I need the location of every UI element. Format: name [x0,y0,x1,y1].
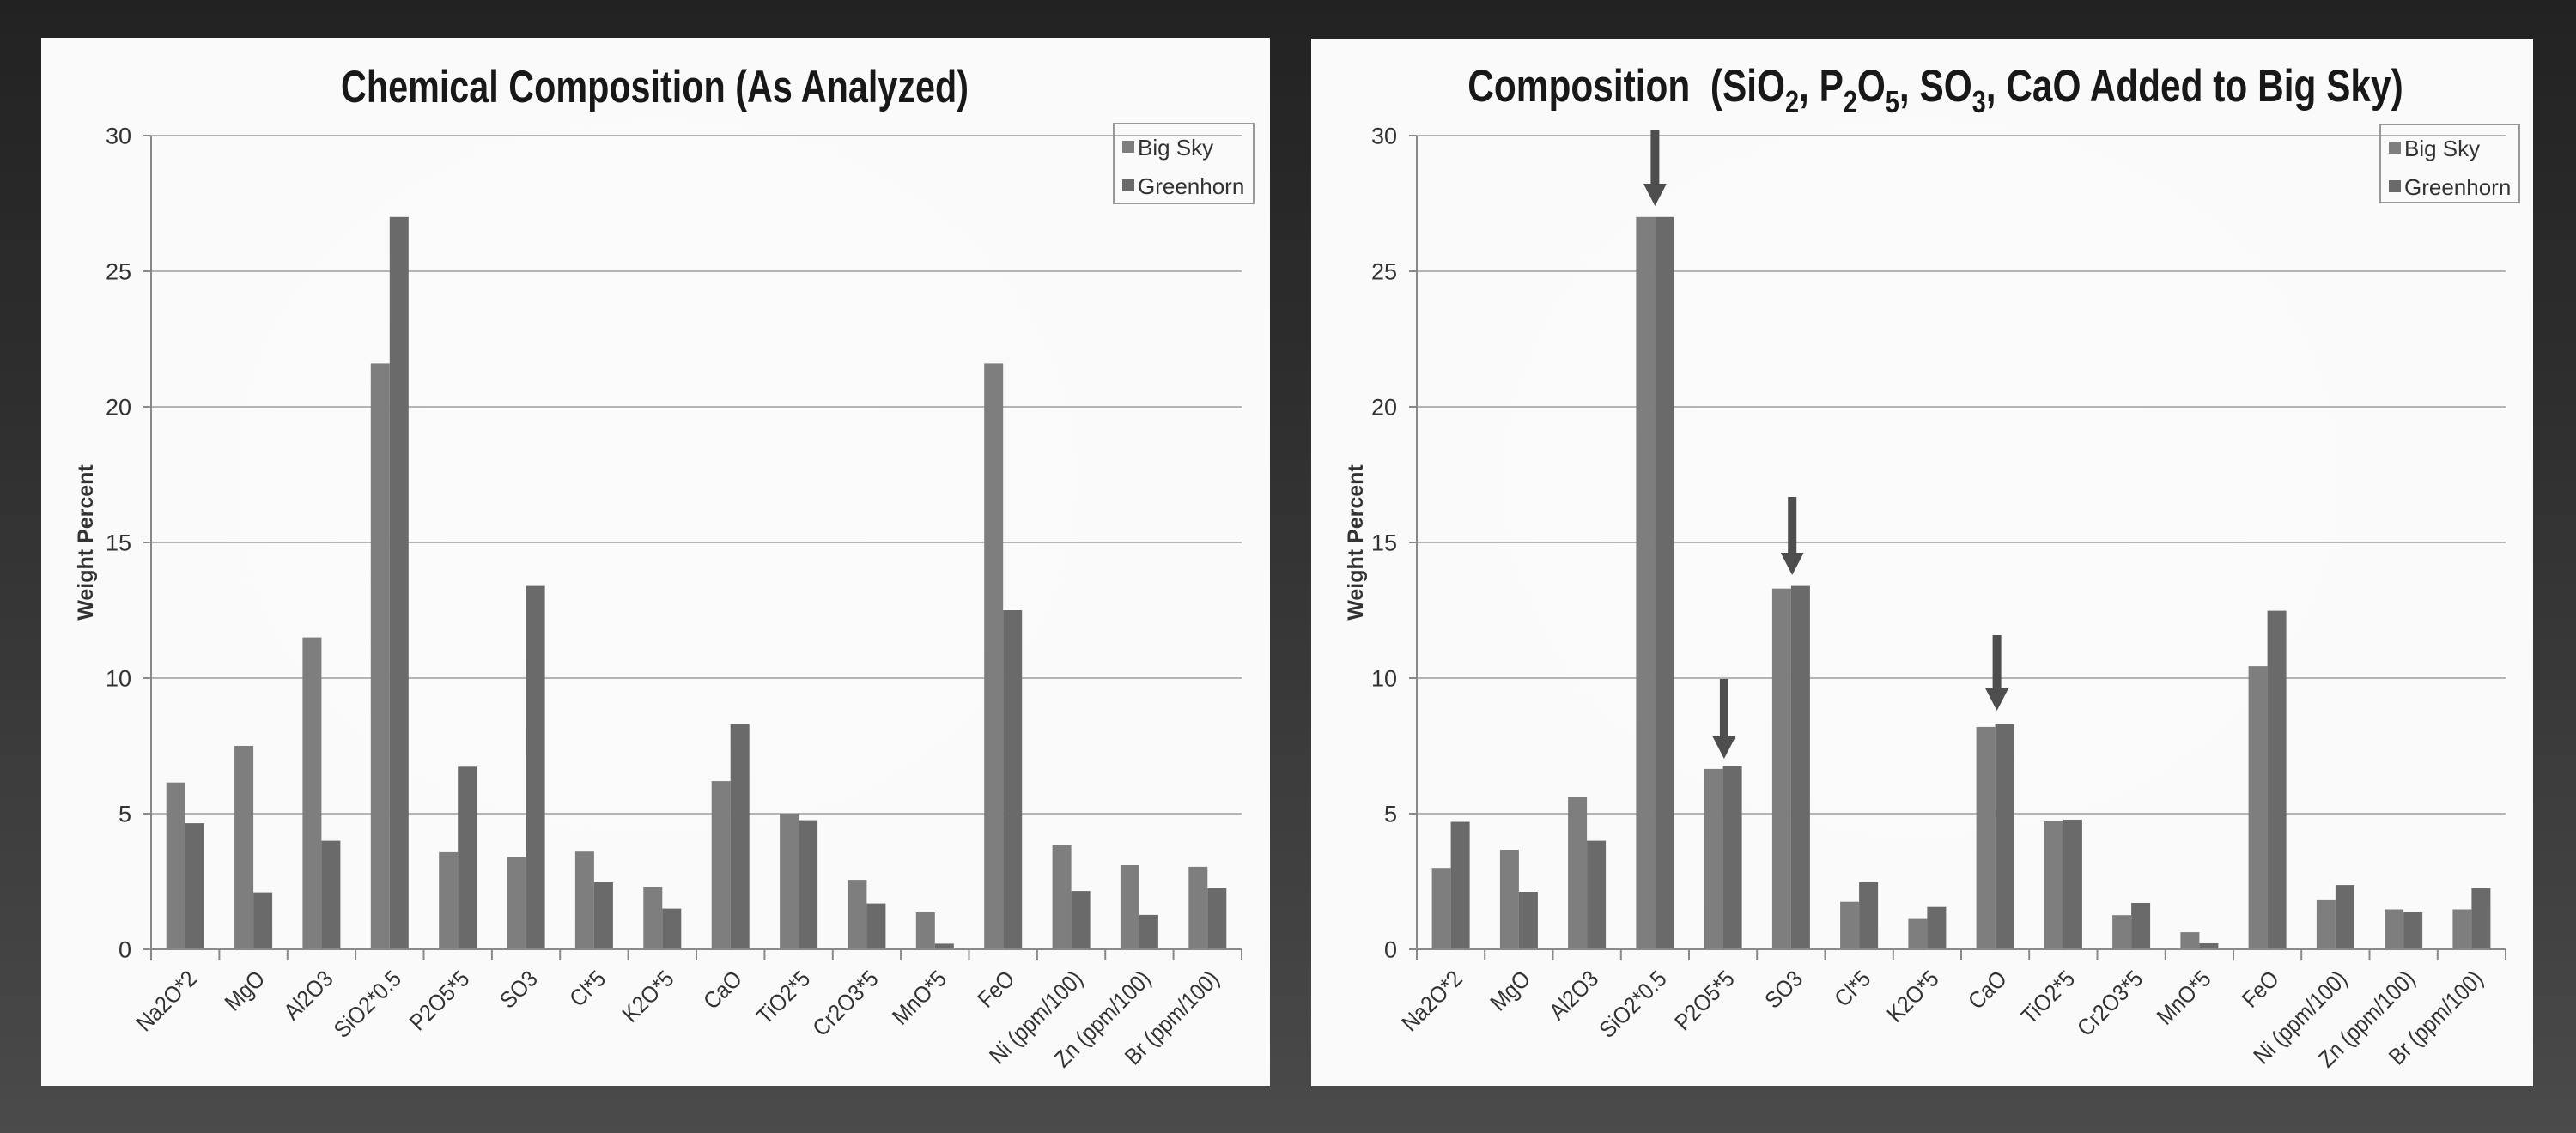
svg-text:TiO2*5: TiO2*5 [752,966,816,1030]
svg-text:Big Sky: Big Sky [2404,136,2480,161]
svg-text:MnO*5: MnO*5 [888,966,951,1030]
svg-text:Big Sky: Big Sky [1138,135,1213,161]
svg-text:Composition (SiO2, P2O5, SO3,: Composition (SiO2, P2O5, SO3, CaO Added … [1467,62,2403,119]
svg-text:Greenhorn: Greenhorn [1138,173,1244,199]
svg-text:Al2O3: Al2O3 [1545,966,1604,1026]
svg-text:0: 0 [118,937,131,963]
svg-text:30: 30 [1371,124,1397,149]
svg-text:10: 10 [1371,666,1397,692]
svg-text:MnO*5: MnO*5 [2153,966,2216,1030]
svg-text:Cr2O3*5: Cr2O3*5 [808,966,884,1042]
svg-text:FeO: FeO [2238,966,2284,1013]
svg-text:P2O5*5: P2O5*5 [405,966,475,1036]
svg-text:20: 20 [1371,395,1397,421]
svg-text:P2O5*5: P2O5*5 [1670,966,1740,1036]
svg-text:MgO: MgO [221,966,270,1016]
svg-text:10: 10 [106,666,131,692]
svg-text:Greenhorn: Greenhorn [2404,174,2511,200]
svg-text:CaO: CaO [699,966,747,1015]
svg-text:K2O*5: K2O*5 [617,966,678,1027]
svg-text:Weight Percent: Weight Percent [1344,464,1368,621]
svg-text:Chemical Composition (As Analy: Chemical Composition (As Analyzed) [341,62,969,112]
svg-text:Cl*5: Cl*5 [1830,966,1875,1012]
svg-text:Na2O*2: Na2O*2 [131,966,202,1037]
svg-text:Al2O3: Al2O3 [279,966,338,1026]
svg-text:SO3: SO3 [1760,966,1807,1014]
svg-text:SiO2*0.5: SiO2*0.5 [330,966,407,1044]
svg-text:Weight Percent: Weight Percent [74,464,98,621]
svg-text:20: 20 [106,395,131,421]
svg-text:15: 15 [1371,530,1397,556]
svg-text:Cl*5: Cl*5 [565,966,611,1012]
svg-text:0: 0 [1384,937,1397,963]
svg-text:SO3: SO3 [495,966,543,1014]
svg-text:30: 30 [106,124,131,149]
svg-text:MgO: MgO [1485,966,1535,1016]
svg-text:Cr2O3*5: Cr2O3*5 [2073,966,2148,1042]
svg-text:Na2O*2: Na2O*2 [1397,966,1467,1037]
svg-text:TiO2*5: TiO2*5 [2017,966,2081,1030]
svg-text:5: 5 [1384,802,1397,827]
svg-text:25: 25 [1371,259,1397,285]
svg-text:K2O*5: K2O*5 [1882,966,1943,1027]
svg-text:SiO2*0.5: SiO2*0.5 [1595,966,1672,1044]
svg-text:25: 25 [106,259,131,285]
svg-text:FeO: FeO [973,966,1019,1013]
svg-text:CaO: CaO [1964,966,2012,1015]
svg-text:5: 5 [118,802,131,827]
svg-text:15: 15 [106,530,131,556]
